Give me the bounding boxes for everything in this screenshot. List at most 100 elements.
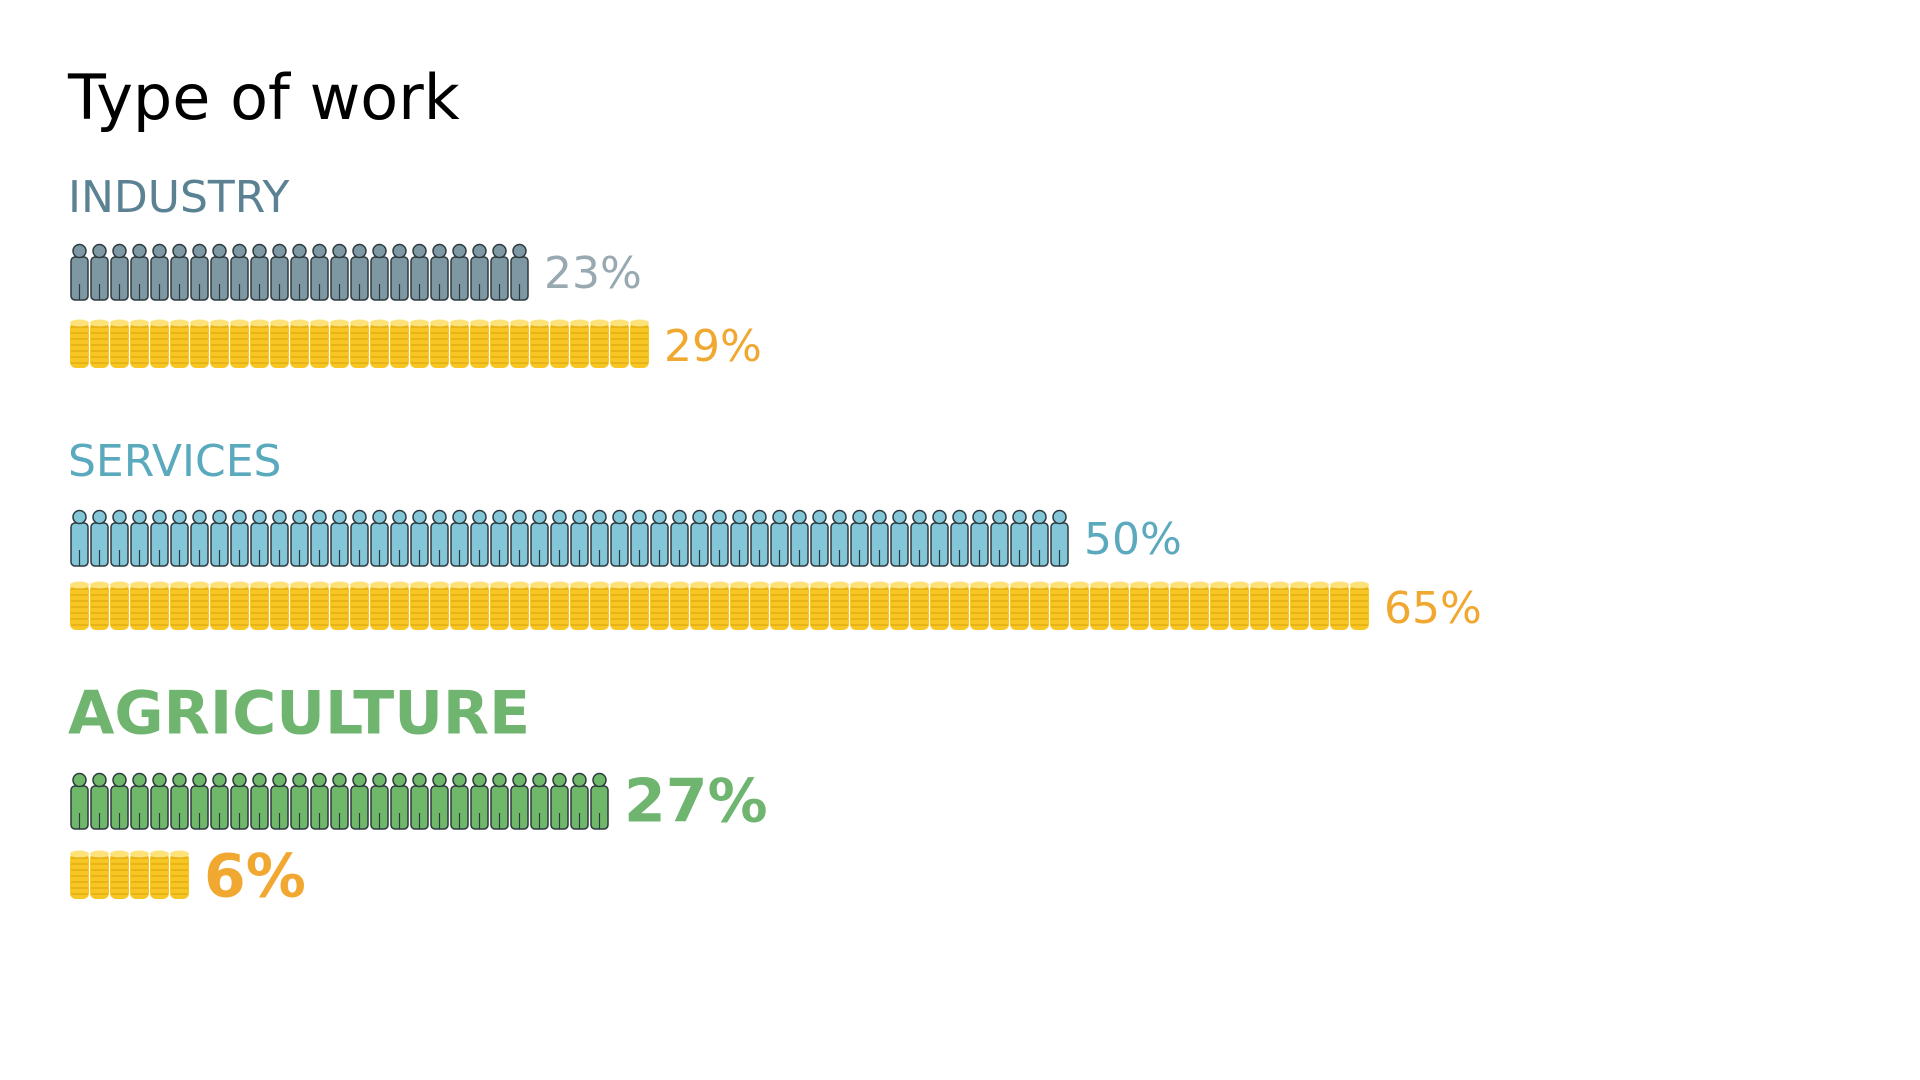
person-icon <box>510 243 529 301</box>
coin-top <box>310 319 329 327</box>
person-icon <box>170 772 189 830</box>
coin-stack <box>330 581 349 630</box>
person-head <box>392 509 407 525</box>
person-icon <box>350 243 369 301</box>
value-label: 23% <box>544 248 642 299</box>
person-icon <box>890 509 909 567</box>
coin-stack <box>310 581 329 630</box>
person-icon <box>670 509 689 567</box>
person-icon <box>110 243 129 301</box>
person-head <box>932 509 947 525</box>
coin-stack <box>650 581 669 630</box>
person-head <box>312 243 327 259</box>
person-head <box>112 243 127 259</box>
category-label: INDUSTRY <box>68 172 290 223</box>
coin-top <box>230 319 249 327</box>
coin-top <box>330 319 349 327</box>
coin-top <box>950 581 969 589</box>
person-icon <box>1030 509 1049 567</box>
coin-stack <box>870 581 889 630</box>
person-head <box>652 509 667 525</box>
coin-stack <box>1230 581 1249 630</box>
person-head <box>192 243 207 259</box>
coin-top <box>610 581 629 589</box>
person-head <box>472 509 487 525</box>
person-icon <box>130 243 149 301</box>
person-icon <box>430 243 449 301</box>
coin-top <box>530 581 549 589</box>
person-icon <box>790 509 809 567</box>
coin-top <box>910 581 929 589</box>
coin-stack <box>390 319 409 368</box>
coin-top <box>1210 581 1229 589</box>
coin-top <box>1230 581 1249 589</box>
coin-top <box>1070 581 1089 589</box>
person-icon <box>90 772 109 830</box>
coin-stack <box>190 581 209 630</box>
coin-top <box>790 581 809 589</box>
person-icon <box>930 509 949 567</box>
coin-stack <box>130 850 149 899</box>
person-icon <box>230 772 249 830</box>
person-head <box>392 243 407 259</box>
coin-top <box>110 850 129 858</box>
coin-stack <box>210 319 229 368</box>
coin-stack <box>250 581 269 630</box>
person-head <box>232 509 247 525</box>
coin-top <box>1270 581 1289 589</box>
coin-stack <box>990 581 1009 630</box>
person-head <box>112 772 127 788</box>
person-head <box>892 509 907 525</box>
category-label: SERVICES <box>68 436 281 487</box>
person-head <box>992 509 1007 525</box>
coin-stack <box>730 581 749 630</box>
person-head <box>552 509 567 525</box>
person-head <box>832 509 847 525</box>
person-head <box>552 772 567 788</box>
coin-stack <box>70 850 89 899</box>
person-icon <box>870 509 889 567</box>
person-head <box>212 509 227 525</box>
person-icon <box>350 509 369 567</box>
person-head <box>172 509 187 525</box>
person-head <box>592 772 607 788</box>
coin-top <box>650 581 669 589</box>
coin-top <box>290 581 309 589</box>
person-head <box>472 243 487 259</box>
coin-top <box>430 319 449 327</box>
person-icon <box>250 509 269 567</box>
person-icon <box>210 243 229 301</box>
person-head <box>712 509 727 525</box>
coin-top <box>170 850 189 858</box>
person-head <box>132 243 147 259</box>
coin-stack <box>930 581 949 630</box>
coin-top <box>850 581 869 589</box>
person-icon <box>70 772 89 830</box>
person-icon <box>290 509 309 567</box>
person-head <box>612 509 627 525</box>
coin-stack <box>210 581 229 630</box>
person-head <box>372 243 387 259</box>
person-head <box>852 509 867 525</box>
coin-stack <box>430 581 449 630</box>
coin-stack <box>590 581 609 630</box>
person-head <box>372 772 387 788</box>
coin-top <box>810 581 829 589</box>
coin-top <box>770 581 789 589</box>
person-head <box>412 243 427 259</box>
person-head <box>592 509 607 525</box>
coin-stack <box>150 581 169 630</box>
person-head <box>352 772 367 788</box>
coin-top <box>490 581 509 589</box>
person-icon <box>110 509 129 567</box>
person-head <box>492 243 507 259</box>
coin-top <box>990 581 1009 589</box>
person-icon <box>390 509 409 567</box>
person-icon <box>910 509 929 567</box>
person-icon <box>570 772 589 830</box>
coin-stack <box>370 581 389 630</box>
coin-stack <box>110 581 129 630</box>
person-icon <box>490 509 509 567</box>
coin-top <box>1190 581 1209 589</box>
